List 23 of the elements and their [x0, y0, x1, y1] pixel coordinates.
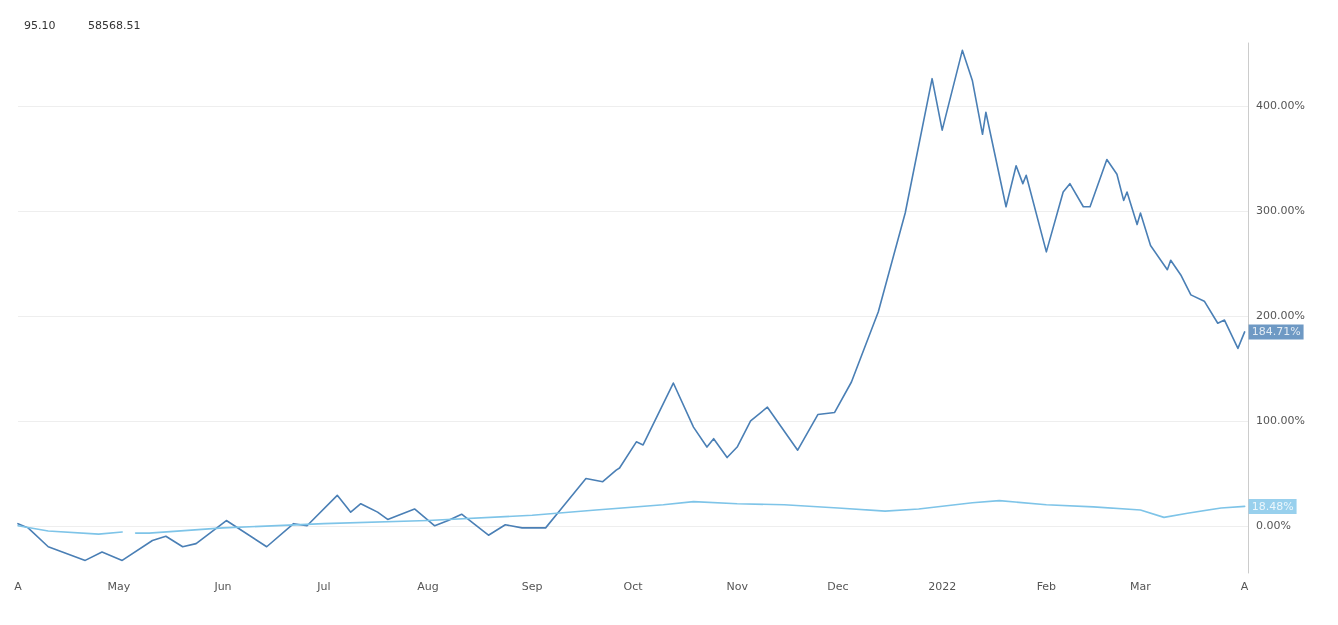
x-tick-label: A [14, 580, 23, 593]
y-tick-label: 400.00% [1256, 99, 1305, 113]
y-tick-label: 100.00% [1256, 414, 1305, 428]
x-tick-label: Nov [726, 580, 749, 593]
x-tick-label: Dec [827, 580, 849, 593]
x-tick-label: Aug [417, 580, 439, 593]
x-tick-label: Oct [623, 580, 644, 593]
x-tick-label: Sep [521, 580, 543, 593]
x-tick-label: A [1240, 580, 1249, 593]
text: 95.10 [24, 19, 56, 32]
x-tick-label: 2022 [928, 580, 957, 593]
y-tick-label: 300.00% [1256, 204, 1305, 218]
text: 58568.51 [88, 19, 141, 32]
line-series [17, 49, 1246, 562]
x-tick-label: Mar [1130, 580, 1152, 593]
annotation: 18.48% [1251, 499, 1294, 513]
x-tick-label: May [107, 580, 131, 593]
annotation: 184.71% [1251, 325, 1301, 339]
y-tick-label: 0.00% [1256, 519, 1291, 533]
x-tick-label: Feb [1036, 580, 1057, 593]
x-tick-label: Jul [316, 580, 331, 593]
y-tick-label: 200.00% [1256, 309, 1305, 323]
x-tick-label: Jun [213, 580, 232, 593]
